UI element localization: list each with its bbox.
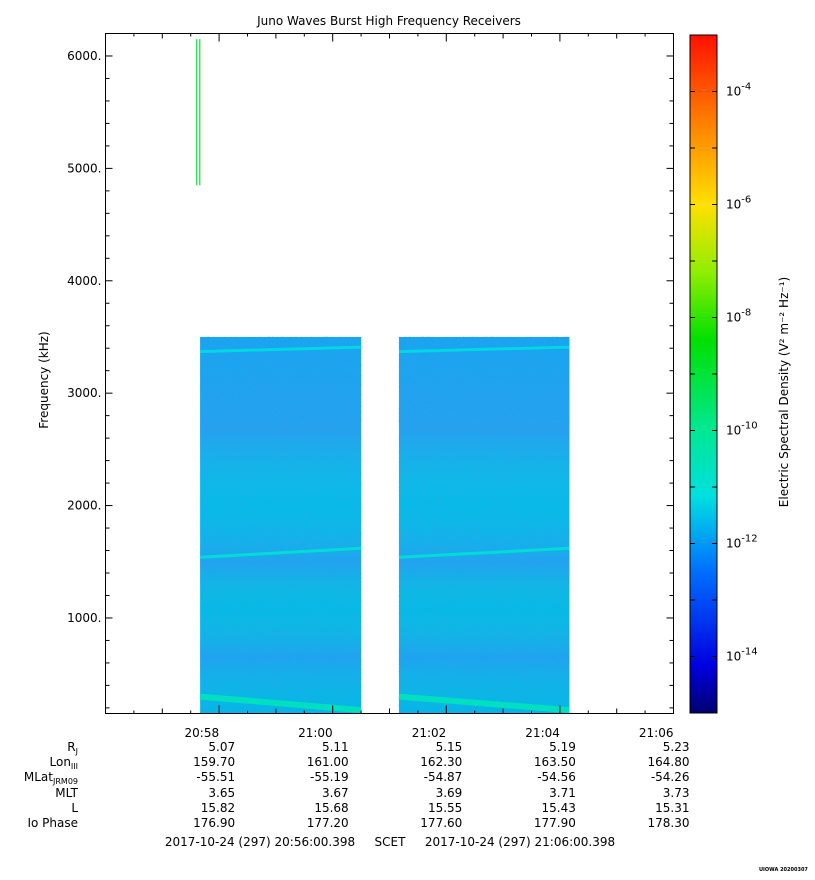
ephemeris-cell: 5.19: [549, 740, 576, 754]
y-tick-label: 4000.: [67, 274, 101, 288]
ephemeris-row-label: Io Phase: [27, 816, 78, 830]
ephemeris-cell: 15.43: [542, 801, 576, 815]
colorbar-tick-exponent: -10: [741, 421, 757, 432]
data-block-2: [398, 336, 570, 714]
plot-area: [196, 39, 570, 714]
plot-frame: [105, 33, 674, 714]
ephemeris-cell: -54.87: [424, 770, 463, 784]
time-range-sep: SCET: [375, 835, 407, 849]
colorbar-tick-exponent: -4: [741, 82, 751, 93]
ephemeris-label-main: MLat: [24, 770, 53, 784]
ephemeris-label-main: R: [67, 740, 75, 754]
ephemeris-row-label: MLatJRM09: [24, 770, 78, 786]
data-block-1: [199, 336, 362, 714]
ephemeris-cell: 15.82: [201, 801, 235, 815]
x-tick-label: 21:02: [412, 726, 447, 740]
colorbar-tick-label: 10-12: [726, 534, 758, 551]
colorbar-tick-base: 10: [726, 424, 741, 438]
colorbar-tick-label: 10-6: [726, 195, 751, 212]
time-range-end: 2017-10-24 (297) 21:06:00.398: [425, 835, 615, 849]
ephemeris-cell: 162.30: [420, 755, 462, 769]
emission-line: [199, 693, 362, 714]
ephemeris-cell: 163.50: [534, 755, 576, 769]
ephemeris-cell: 159.70: [193, 755, 235, 769]
ephemeris-cell: 5.11: [322, 740, 349, 754]
ephemeris-row-label: LonIII: [50, 755, 79, 771]
y-axis: 1000. 2000. 3000. 4000. 5000. 6000.: [67, 33, 674, 709]
x-tick-label: 21:04: [525, 726, 560, 740]
ephemeris-row-label: L: [71, 801, 78, 815]
x-tick-label: 21:00: [298, 726, 333, 740]
ephemeris-cell: 15.55: [428, 801, 462, 815]
ephemeris-cell: 3.65: [208, 786, 235, 800]
y-tick-label: 1000.: [67, 611, 101, 625]
colorbar-tick-base: 10: [726, 537, 741, 551]
x-tick-label: 20:58: [185, 726, 220, 740]
ephemeris-cell: 5.07: [208, 740, 235, 754]
colorbar-tick-base: 10: [726, 311, 741, 325]
footer-credit: UIOWA 20200307: [759, 867, 808, 873]
ephemeris-cell: 15.68: [314, 801, 348, 815]
y-tick-label: 2000.: [67, 499, 101, 513]
colorbar-tick-exponent: -14: [741, 647, 757, 658]
y-axis-label: Frequency (kHz): [37, 331, 51, 428]
ephemeris-cell: 177.20: [307, 816, 349, 830]
emission-line: [200, 546, 362, 559]
ephemeris-cell: -54.26: [651, 770, 690, 784]
y-tick-label: 6000.: [67, 49, 101, 63]
emission-line: [200, 345, 362, 354]
ephemeris-cell: -55.51: [196, 770, 235, 784]
chart-title: Juno Waves Burst High Frequency Receiver…: [256, 14, 521, 28]
colorbar-tick-base: 10: [726, 650, 741, 664]
ephemeris-cell: -55.19: [310, 770, 349, 784]
ephemeris-row-label: RJ: [67, 740, 78, 756]
ephemeris-label-sub: III: [71, 762, 78, 771]
y-tick-label: 3000.: [67, 386, 101, 400]
colorbar-tick-base: 10: [726, 85, 741, 99]
ephemeris-cell: 5.15: [436, 740, 463, 754]
ephemeris-cell: 177.90: [534, 816, 576, 830]
colorbar-tick-base: 10: [726, 198, 741, 212]
colorbar-tick-label: 10-10: [726, 421, 758, 438]
ephemeris-cell: 5.23: [663, 740, 690, 754]
y-tick-label: 5000.: [67, 161, 101, 175]
colorbar-label: Electric Spectral Density (V² m⁻² Hz⁻¹): [777, 277, 791, 507]
emission-line: [398, 345, 570, 354]
ephemeris-label-sub: J: [75, 747, 78, 756]
colorbar-tick-label: 10-4: [726, 82, 751, 99]
colorbar-tick-exponent: -12: [741, 534, 757, 545]
data-block-speckle: [200, 336, 362, 714]
ephemeris-label-main: MLT: [55, 786, 78, 800]
ephemeris-label-sub: JRM09: [52, 777, 78, 786]
ephemeris-cell: 15.31: [655, 801, 689, 815]
colorbar-tick-label: 10-14: [726, 647, 758, 664]
ephemeris-label-main: L: [71, 801, 78, 815]
colorbar-tick-exponent: -6: [741, 195, 751, 206]
ephemeris-cell: -54.56: [537, 770, 576, 784]
x-axis: 20:58 21:00 21:02 21:04 21:06: [105, 33, 674, 740]
data-block-speckle: [398, 336, 570, 714]
ephemeris-cell: 177.60: [420, 816, 462, 830]
ephemeris-cell: 3.67: [322, 786, 349, 800]
ephemeris-cell: 3.69: [436, 786, 463, 800]
ephemeris-cell: 3.73: [663, 786, 690, 800]
x-tick-label: 21:06: [639, 726, 674, 740]
ephemeris-label-main: Io Phase: [27, 816, 78, 830]
ephemeris-cell: 3.71: [549, 786, 576, 800]
ephemeris-cell: 176.90: [193, 816, 235, 830]
time-range-start: 2017-10-24 (297) 20:56:00.398: [165, 835, 355, 849]
ephemeris-label-main: Lon: [50, 755, 71, 769]
ephemeris-cell: 178.30: [648, 816, 690, 830]
ephemeris-cell: 161.00: [307, 755, 349, 769]
colorbar-tick-exponent: -8: [741, 308, 751, 319]
colorbar-tick-label: 10-8: [726, 308, 751, 325]
emission-line: [398, 546, 570, 559]
ephemeris-row-label: MLT: [55, 786, 78, 800]
ephemeris-cell: 164.80: [648, 755, 690, 769]
emission-line: [398, 693, 570, 714]
